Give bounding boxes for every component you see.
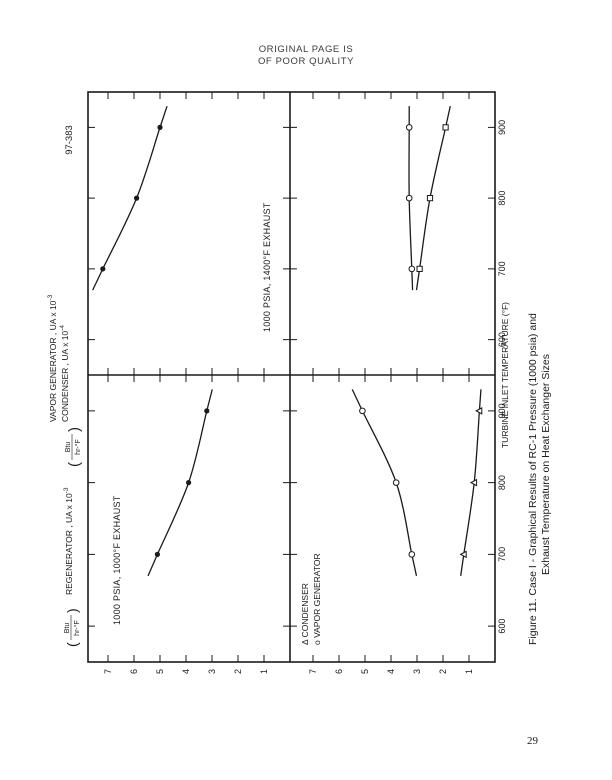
header-stamp-line-1: ORIGINAL PAGE IS [258, 44, 354, 55]
x-tick-label: 800 [497, 475, 507, 490]
x-tick-label: 600 [497, 619, 507, 634]
y-tick-label-bottom: 5 [360, 669, 370, 674]
data-point-square [426, 195, 434, 202]
figure-caption-line-1: Figure 11. Case I - Graphical Results of… [527, 313, 539, 645]
y-axis-label-vapor-condenser: VAPOR GENERATOR , UA x 10-3 CONDENSER , … [47, 294, 83, 467]
y-tick-label-top: 2 [233, 669, 243, 674]
condenser-label-exponent: -4 [59, 325, 66, 331]
x-tick-labels: 600 700 800 900 600 700 800 900 [497, 120, 507, 634]
panel-label-1000F: 1000 PSIA, 1000°F EXHAUST [112, 495, 122, 625]
series-line-regenerator [147, 389, 213, 577]
x-tick-label: 900 [497, 403, 507, 418]
data-point-dot [154, 551, 160, 557]
y-tick-label-bottom: 7 [308, 669, 318, 674]
svg-text:REGENERATOR , UA x 10-3: REGENERATOR , UA x 10-3 [63, 487, 74, 595]
data-point-dot [157, 124, 163, 130]
y-tick-label-top: 6 [129, 669, 139, 674]
vapor-condenser-unit-den: hr-°F [74, 439, 82, 455]
y-tick-label-bottom: 2 [438, 669, 448, 674]
y-tick-label-bottom: 4 [386, 669, 396, 674]
data-point-circle [359, 407, 366, 415]
series-line-condenser [415, 106, 451, 291]
y-tick-label-top: 3 [207, 669, 217, 674]
regenerator-label-text: REGENERATOR , UA x 10 [64, 493, 74, 595]
tick-marks [88, 92, 495, 662]
x-tick-label: 900 [497, 120, 507, 135]
data-point-circle [408, 265, 416, 273]
data-point-square [442, 124, 449, 131]
data-point-triangle [459, 550, 467, 559]
legend-vapor-generator: o VAPOR GENERATOR [312, 553, 322, 645]
regenerator-paren-open: ( [64, 642, 80, 647]
data-point-dot [100, 266, 106, 272]
panel-label-1400F: 1000 PSIA, 1400°F EXHAUST [262, 202, 272, 332]
regenerator-unit-num: Btu [64, 623, 71, 634]
y-tick-label-bottom: 6 [334, 669, 344, 674]
series-line-vapor-generator [351, 389, 418, 577]
vapor-generator-label-text: VAPOR GENERATOR , UA x 10 [48, 300, 58, 422]
page-number: 29 [527, 735, 538, 747]
vapor-condenser-paren-close: ) [66, 427, 83, 432]
condenser-label-text: CONDENSER , UA x 10 [60, 331, 70, 422]
plot-frame [87, 91, 496, 663]
y-tick-label-top: 7 [103, 669, 113, 674]
x-axis-label: TURBINE INLET TEMPERATURE (°F) [500, 302, 510, 448]
y-tick-label-top: 4 [181, 669, 191, 674]
legend-condenser: Δ CONDENSER [300, 583, 310, 645]
y-tick-label-bottom: 1 [464, 669, 474, 674]
svg-text:CONDENSER , UA x 10-4: CONDENSER , UA x 10-4 [59, 325, 70, 422]
data-point-circle [408, 551, 416, 558]
data-point-dot [186, 480, 192, 486]
data-point-triangle [469, 478, 478, 487]
data-point-square [416, 265, 423, 272]
data-point-circle [392, 479, 400, 486]
y-tick-labels: 7 7 6 6 5 5 4 4 3 3 2 2 1 1 [103, 669, 474, 674]
data-point-dot [134, 195, 140, 201]
data-point-dot [204, 408, 210, 414]
vapor-generator-label-exponent: -3 [47, 294, 54, 300]
regenerator-paren-close: ) [64, 608, 80, 613]
y-tick-label-top: 1 [259, 669, 269, 674]
x-tick-label: 700 [497, 547, 507, 562]
y-axis-label-regenerator: REGENERATOR , UA x 10-3 Btu hr-°F ( ) [63, 487, 81, 647]
series-line-regenerator [92, 105, 168, 291]
regenerator-label-exponent: -3 [63, 487, 70, 493]
x-tick-label: 800 [497, 191, 507, 206]
regenerator-unit-den: hr-°F [73, 620, 81, 636]
vapor-condenser-paren-open: ( [66, 462, 83, 467]
figure-caption-line-2: Exhaust Temperature on Heat Exchanger Si… [540, 354, 552, 575]
svg-text:VAPOR GENERATOR , UA x 10-3: VAPOR GENERATOR , UA x 10-3 [47, 294, 58, 422]
rotated-figure: 97-383 1000 PSIA, 1000°F EXHAUST 1000 PS… [47, 91, 552, 674]
data-curves [92, 105, 483, 577]
x-tick-label: 700 [497, 261, 507, 276]
data-point-circle [405, 124, 413, 131]
data-point-circle [405, 194, 413, 202]
document-code: 97-383 [64, 125, 75, 155]
vapor-condenser-unit-num: Btu [65, 442, 72, 453]
y-tick-label-bottom: 3 [412, 669, 422, 674]
header-stamp-line-2: OF POOR QUALITY [257, 56, 355, 67]
y-tick-label-top: 5 [155, 669, 165, 674]
x-tick-label: 600 [497, 332, 507, 347]
data-point-triangle [475, 407, 483, 415]
